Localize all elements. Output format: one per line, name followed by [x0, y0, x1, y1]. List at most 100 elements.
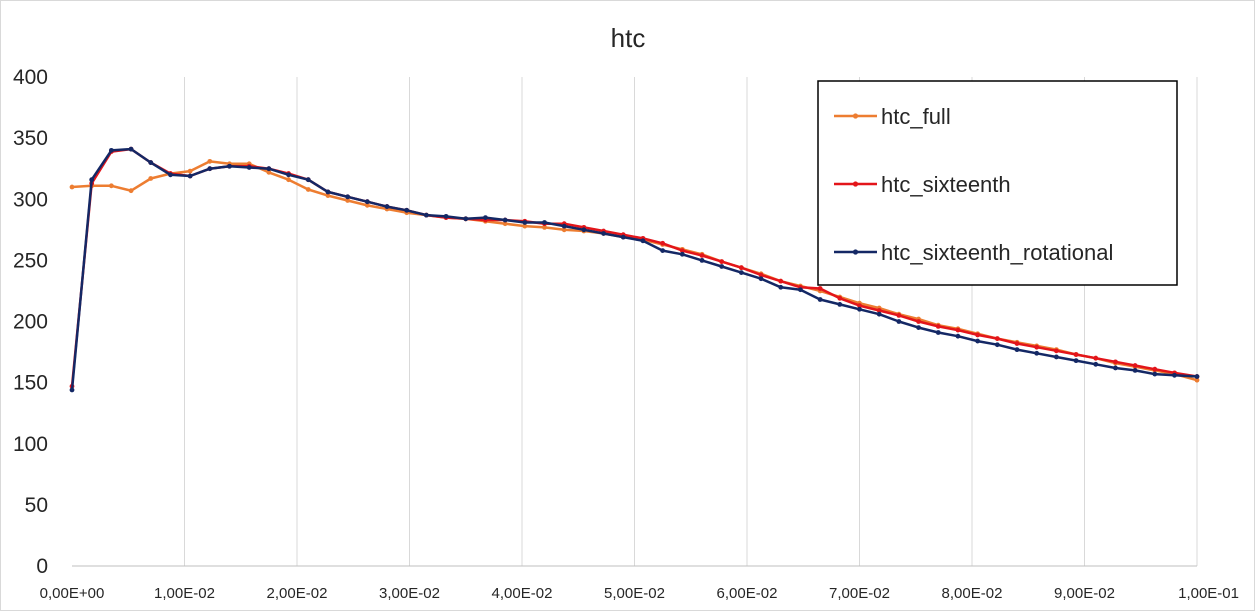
y-tick-label: 400 — [13, 66, 48, 89]
data-point — [1194, 374, 1200, 379]
data-point — [286, 177, 291, 183]
x-tick-label: 3,00E-02 — [379, 585, 440, 602]
data-point — [1194, 377, 1200, 383]
data-point — [817, 297, 823, 302]
data-point — [69, 184, 75, 190]
data-point — [305, 177, 311, 183]
data-point — [1034, 350, 1040, 356]
data-point — [128, 188, 134, 194]
data-point — [1113, 359, 1118, 365]
data-point — [542, 224, 547, 230]
y-tick-label: 150 — [13, 372, 48, 395]
data-point — [1073, 358, 1079, 364]
x-tick-label: 1,00E-02 — [154, 585, 215, 602]
data-point — [522, 220, 528, 225]
data-point — [227, 163, 232, 169]
data-point — [679, 251, 685, 257]
data-point — [1152, 366, 1158, 372]
data-point — [975, 338, 981, 344]
data-point — [857, 306, 862, 312]
data-point — [837, 295, 843, 301]
x-tick-label: 7,00E-02 — [829, 585, 890, 602]
data-point — [502, 217, 508, 223]
data-point — [128, 146, 134, 152]
series-htc_sixteenth_rotational — [69, 146, 1200, 393]
data-point — [522, 223, 528, 229]
data-point — [896, 319, 902, 324]
data-point — [502, 221, 508, 227]
x-tick-label: 2,00E-02 — [267, 585, 328, 602]
x-tick-label: 4,00E-02 — [492, 585, 553, 602]
data-point — [719, 259, 725, 264]
y-tick-labels: 0 50 100 150 200 250 300 350 400 — [13, 66, 48, 578]
x-tick-label: 8,00E-02 — [942, 585, 1003, 602]
data-point — [325, 193, 331, 198]
data-point — [108, 183, 114, 189]
data-point — [404, 207, 410, 213]
data-point — [620, 234, 626, 240]
x-tick-label: 1,00E-01 — [1178, 585, 1239, 602]
legend-marker — [852, 249, 859, 255]
data-point — [896, 312, 902, 318]
data-point — [1093, 355, 1099, 361]
y-tick-label: 300 — [13, 188, 48, 211]
data-point — [305, 187, 311, 192]
data-point — [699, 257, 705, 263]
series-lines — [69, 146, 1200, 393]
x-tick-label: 6,00E-02 — [717, 585, 778, 602]
data-point — [1172, 372, 1177, 378]
x-tick-label: 0,00E+00 — [40, 585, 105, 602]
data-point — [1152, 371, 1158, 377]
data-point — [207, 166, 213, 172]
data-point — [1014, 341, 1020, 346]
data-point — [148, 160, 154, 165]
data-point — [876, 311, 882, 317]
data-point — [699, 253, 705, 258]
data-point — [561, 223, 567, 229]
chart-title: htc — [611, 23, 646, 53]
data-point — [916, 325, 921, 331]
data-point — [89, 177, 95, 183]
data-point — [778, 284, 784, 290]
data-point — [975, 332, 981, 338]
data-point — [266, 169, 272, 175]
data-point — [1034, 344, 1040, 350]
data-point — [463, 216, 469, 222]
data-point — [994, 336, 1000, 342]
data-point — [837, 301, 843, 307]
data-point — [1093, 361, 1099, 367]
data-point — [345, 198, 351, 203]
data-point — [758, 276, 764, 282]
data-point — [542, 220, 547, 225]
y-tick-label: 350 — [13, 127, 48, 150]
y-tick-label: 50 — [25, 494, 48, 517]
data-point — [364, 199, 370, 205]
data-point — [1113, 365, 1118, 371]
data-point — [1132, 363, 1138, 368]
data-point — [719, 264, 725, 269]
data-point — [679, 248, 685, 253]
series-line — [70, 147, 1199, 392]
data-point — [69, 387, 75, 393]
data-point — [817, 286, 823, 291]
data-point — [108, 147, 114, 153]
data-point — [561, 227, 567, 233]
data-point — [148, 176, 154, 181]
data-point — [738, 270, 744, 275]
data-point — [660, 248, 666, 253]
legend-label: htc_sixteenth — [881, 172, 1011, 197]
x-tick-label: 9,00E-02 — [1054, 585, 1115, 602]
data-point — [581, 227, 587, 233]
data-point — [266, 166, 272, 172]
data-point — [187, 168, 193, 174]
data-point — [955, 327, 961, 333]
data-point — [187, 173, 193, 179]
data-point — [364, 202, 370, 208]
data-point — [1014, 347, 1020, 353]
x-tick-labels: 0,00E+00 1,00E-02 2,00E-02 3,00E-02 4,00E-02… — [40, 585, 1239, 602]
data-point — [994, 342, 1000, 348]
data-point — [738, 265, 744, 271]
data-point — [955, 333, 961, 339]
y-tick-label: 100 — [13, 433, 48, 456]
